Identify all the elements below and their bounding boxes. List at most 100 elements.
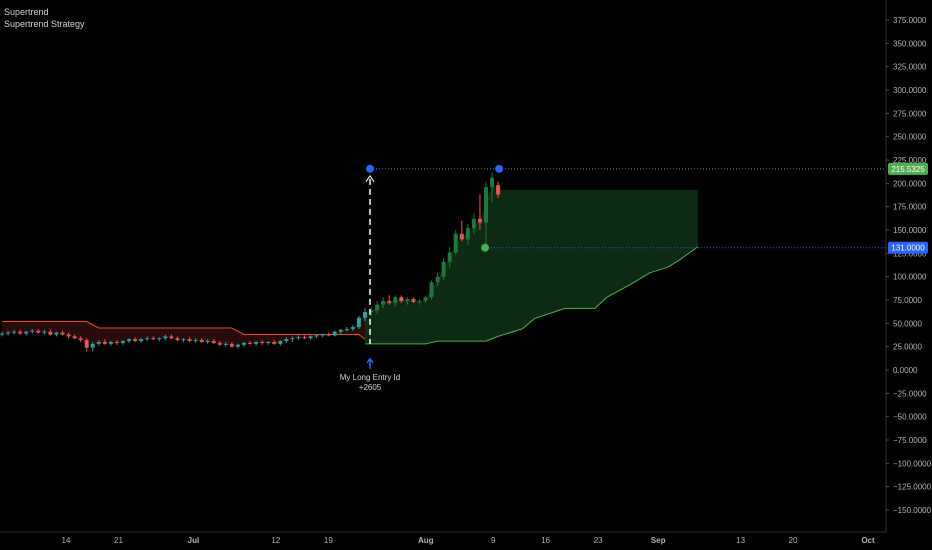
candle <box>272 340 277 345</box>
candle <box>60 330 65 336</box>
candle <box>42 329 47 335</box>
candle <box>399 295 404 303</box>
candle <box>411 297 416 303</box>
candle-body <box>133 339 138 342</box>
candle <box>381 297 386 309</box>
candle <box>477 194 482 230</box>
candle-body <box>78 338 83 341</box>
candle <box>471 213 476 234</box>
price-tick-label: 225.0000 <box>893 156 927 165</box>
candle <box>423 295 428 303</box>
candle-body <box>290 338 295 340</box>
candle <box>145 336 150 342</box>
candle-body <box>193 340 198 342</box>
candle <box>242 342 246 347</box>
price-axis[interactable]: 375.0000 350.0000 325.0000 300.0000 275.0000… <box>885 0 932 532</box>
candle <box>12 329 17 335</box>
candle <box>302 335 307 340</box>
candle <box>48 329 53 336</box>
candle <box>453 230 458 255</box>
candle-body <box>90 343 95 348</box>
candle <box>356 315 361 329</box>
candle-body <box>387 300 392 303</box>
candle <box>254 341 259 346</box>
candle <box>199 338 204 343</box>
candle <box>0 331 4 337</box>
candle <box>350 325 355 331</box>
candle-body <box>18 331 23 334</box>
candle-body <box>30 330 35 332</box>
candle-body <box>260 342 265 343</box>
candle <box>114 340 119 345</box>
time-tick-label: 9 <box>491 536 496 545</box>
price-tick-label: 200.0000 <box>893 179 927 188</box>
candle-body <box>102 342 107 344</box>
candle <box>108 341 113 346</box>
candle <box>369 306 374 316</box>
candle-body <box>229 343 234 347</box>
supertrend-down-line <box>2 321 366 340</box>
candle-body <box>405 299 410 301</box>
indicator-name[interactable]: Supertrend <box>4 7 49 17</box>
candle <box>66 332 71 339</box>
candle-body <box>496 185 501 195</box>
candle-body <box>242 342 246 345</box>
candle <box>490 172 495 202</box>
time-tick-label: 23 <box>594 536 603 545</box>
candle-body <box>187 339 192 342</box>
price-tick-label: 375.0000 <box>893 16 927 25</box>
candle-body <box>490 177 495 188</box>
upper-price-tag-text: 215.5325 <box>891 165 925 174</box>
price-tick-label: 175.0000 <box>893 203 927 212</box>
candle-body <box>199 340 204 342</box>
candle <box>332 330 337 337</box>
price-tick-label: 100.0000 <box>893 273 927 282</box>
candle <box>266 341 271 345</box>
candle-body <box>477 218 482 223</box>
candle <box>223 342 228 347</box>
candle <box>193 338 198 343</box>
time-tick-label: Jul <box>188 536 200 545</box>
candle-body <box>66 334 71 337</box>
candle-body <box>393 297 398 303</box>
time-tick-label: Sep <box>651 536 666 545</box>
candle <box>465 224 470 245</box>
candle-body <box>211 341 216 343</box>
candle-body <box>169 336 174 339</box>
candle-body <box>114 342 119 343</box>
price-tick-label: 350.0000 <box>893 39 927 48</box>
time-tick-label: 21 <box>114 536 123 545</box>
target-dot <box>495 164 504 173</box>
candle-body <box>223 343 228 345</box>
candle-body <box>163 336 168 339</box>
candle-body <box>326 334 331 336</box>
candle-body <box>48 331 53 335</box>
candle-body <box>399 297 404 301</box>
candle-body <box>108 342 113 344</box>
candle <box>314 334 319 339</box>
supertrend-up-line <box>365 246 699 345</box>
candle <box>6 330 11 336</box>
candle-body <box>121 341 125 343</box>
candle-body <box>459 233 464 240</box>
candle-body <box>60 332 65 335</box>
price-tick-label: 250.0000 <box>893 133 927 142</box>
candle-body <box>484 187 488 223</box>
candle-body <box>435 276 440 283</box>
candle <box>187 337 192 342</box>
entry-dot <box>366 164 374 173</box>
strategy-name[interactable]: Supertrend Strategy <box>4 19 85 29</box>
price-tick-label: −100.0000 <box>893 459 932 468</box>
candle-body <box>429 282 434 298</box>
lower-price-tag-bg <box>888 241 928 254</box>
candle-body <box>12 331 17 333</box>
candle <box>429 280 434 300</box>
candle <box>290 336 295 342</box>
upper-price-tag: 215.5325 <box>888 162 928 175</box>
candle <box>375 300 380 314</box>
time-axis[interactable]: 14 21 Jul 12 19 Aug 9 16 23 Sep 13 20 Oct <box>0 531 886 545</box>
candle-body <box>217 342 222 345</box>
candle <box>102 339 107 345</box>
candle-body <box>72 336 77 339</box>
